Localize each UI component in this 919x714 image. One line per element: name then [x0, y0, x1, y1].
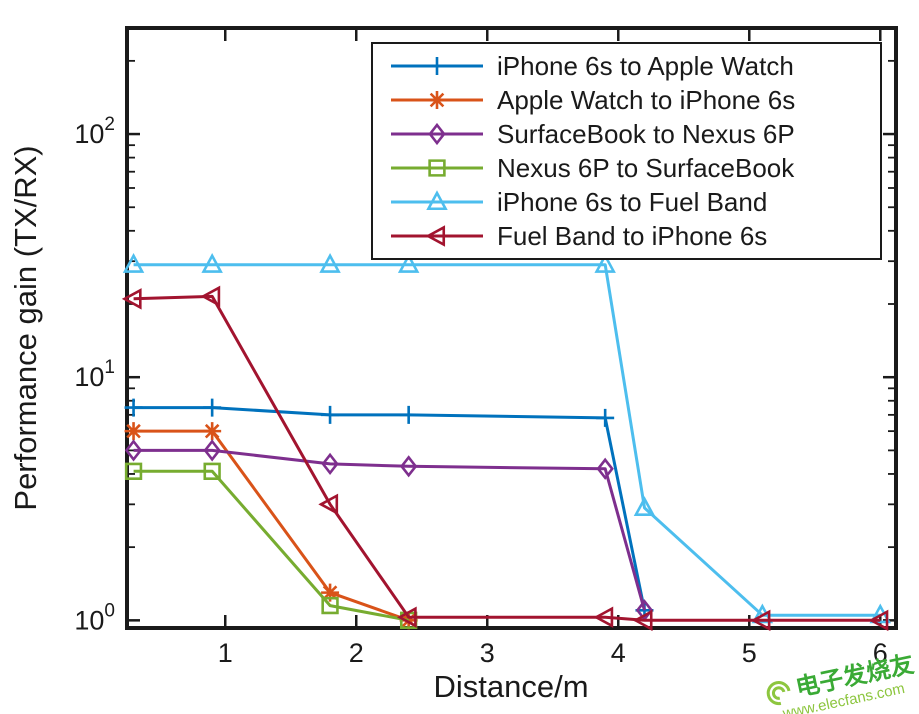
series-marker-square — [124, 462, 143, 481]
series-marker-diamond — [399, 455, 418, 478]
series-marker-triangle-up — [594, 253, 616, 273]
series-marker-triangle-left — [593, 606, 614, 628]
series-marker-triangle-left — [318, 493, 339, 516]
x-tick-label: 4 — [611, 638, 626, 668]
series-marker-plus — [203, 398, 222, 417]
legend-item: Apple Watch to iPhone 6s — [385, 83, 880, 117]
y-tick-label: 100 — [74, 600, 115, 635]
series-marker-triangle-left — [632, 609, 653, 632]
series-line — [133, 406, 646, 611]
legend-item: Fuel Band to iPhone 6s — [385, 219, 880, 253]
series-line — [133, 469, 409, 622]
series-line — [133, 429, 410, 622]
legend-item: SurfaceBook to Nexus 6P — [385, 117, 880, 151]
elecfans-watermark: 电子发烧友 www.elecfans.com — [762, 651, 919, 714]
series-marker-diamond — [596, 457, 614, 480]
x-tick-label: 1 — [218, 638, 233, 668]
legend-item: Nexus 6P to SurfaceBook — [385, 151, 880, 185]
legend-label: iPhone 6s to Apple Watch — [497, 50, 794, 81]
series-marker-triangle-up — [397, 253, 420, 273]
legend-label: iPhone 6s to Fuel Band — [497, 186, 768, 217]
series-marker-triangle-left — [200, 285, 221, 308]
x-axis-label: Distance/m — [433, 669, 588, 704]
series-marker-plus — [596, 408, 615, 427]
x-tick-label: 6 — [873, 638, 888, 668]
series-marker-diamond — [124, 439, 143, 462]
series-line — [133, 294, 881, 622]
axes-box — [125, 26, 898, 630]
x-tick-label: 2 — [349, 638, 364, 668]
series-marker-triangle-left — [750, 609, 771, 632]
series-marker-plus — [399, 405, 418, 424]
y-axis-label: Performance gain (TX/RX) — [8, 145, 43, 510]
series-line — [133, 263, 881, 617]
series-marker-plus — [124, 398, 143, 417]
legend-label: SurfaceBook to Nexus 6P — [497, 118, 795, 149]
series-marker-asterisk — [321, 583, 340, 602]
series-marker-asterisk — [124, 422, 143, 441]
elecfans-logo-icon — [766, 681, 791, 706]
legend-label: Nexus 6P to SurfaceBook — [497, 152, 795, 183]
watermark-brand-row: 电子发烧友 — [762, 651, 916, 710]
series-marker-triangle-left — [121, 288, 142, 310]
series-marker-triangle-left — [396, 606, 417, 628]
legend-label: Fuel Band to iPhone 6s — [497, 220, 768, 251]
chart-legend: iPhone 6s to Apple Watch Apple Watch to i… — [371, 42, 882, 260]
legend-marker-asterisk — [391, 91, 483, 109]
series-line — [133, 448, 646, 611]
series-marker-triangle-up — [319, 253, 341, 273]
series-marker-plus — [321, 405, 340, 424]
series-marker-square — [203, 462, 221, 481]
plot-area: 1 2 3 4 5 6 100 101 102 — [74, 26, 898, 668]
legend-marker-plus — [391, 57, 483, 75]
series-marker-diamond — [321, 452, 339, 475]
legend-marker-square — [391, 159, 483, 177]
series-marker-diamond — [203, 439, 221, 462]
legend-marker-diamond — [391, 122, 483, 146]
series-marker-asterisk — [203, 422, 222, 441]
legend-item: iPhone 6s to Fuel Band — [385, 185, 880, 219]
x-tick-label: 3 — [480, 638, 495, 668]
series-marker-triangle-left — [868, 609, 889, 632]
series-marker-square — [321, 596, 339, 615]
legend-label: Apple Watch to iPhone 6s — [497, 84, 796, 115]
x-tick-label: 5 — [742, 638, 757, 668]
series-marker-triangle-up — [633, 496, 656, 516]
series-marker-triangle-up — [122, 253, 145, 273]
series-marker-triangle-up — [201, 253, 223, 273]
legend-marker-triangle-up — [391, 190, 483, 211]
legend-item: iPhone 6s to Apple Watch — [385, 49, 880, 83]
y-tick-label: 101 — [74, 357, 115, 392]
series-marker-square — [399, 611, 418, 630]
legend-marker-triangle-left — [391, 225, 483, 247]
y-tick-label: 102 — [74, 114, 115, 149]
